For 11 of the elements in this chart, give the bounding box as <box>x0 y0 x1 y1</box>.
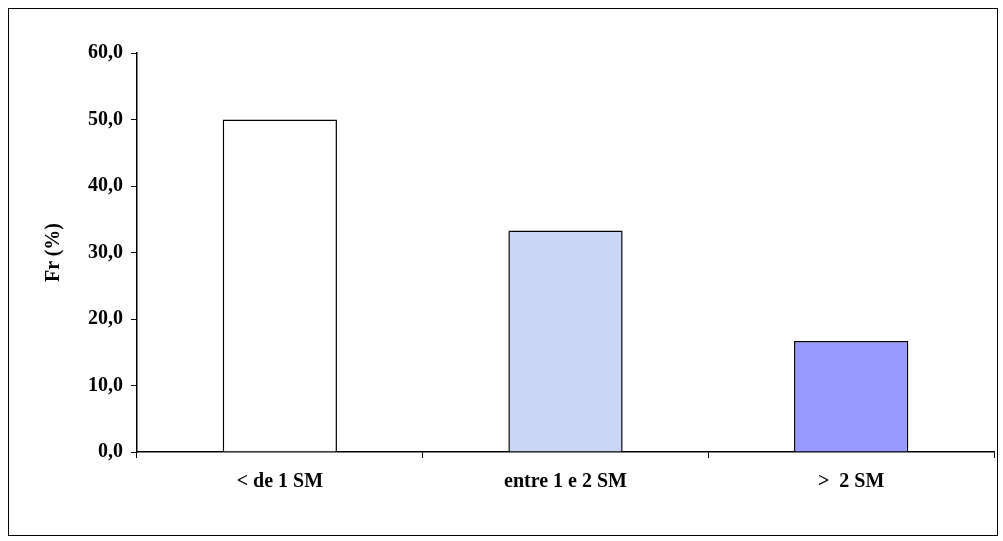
x-tick-label: > 2 SM <box>817 469 885 492</box>
y-tick-label: 30,0 <box>88 239 123 262</box>
x-tick-label: < de 1 SM <box>236 469 324 492</box>
y-axis-title: Fr (%) <box>41 222 65 283</box>
y-tick-label: 40,0 <box>88 173 123 196</box>
x-tick-label: entre 1 e 2 SM <box>504 469 628 492</box>
y-tick-label: 0,0 <box>98 439 123 462</box>
y-tick-label: 20,0 <box>88 306 123 329</box>
y-tick-label: 10,0 <box>88 372 123 395</box>
y-tick-label: 50,0 <box>88 106 123 129</box>
y-tick-label: 60,0 <box>88 40 123 63</box>
